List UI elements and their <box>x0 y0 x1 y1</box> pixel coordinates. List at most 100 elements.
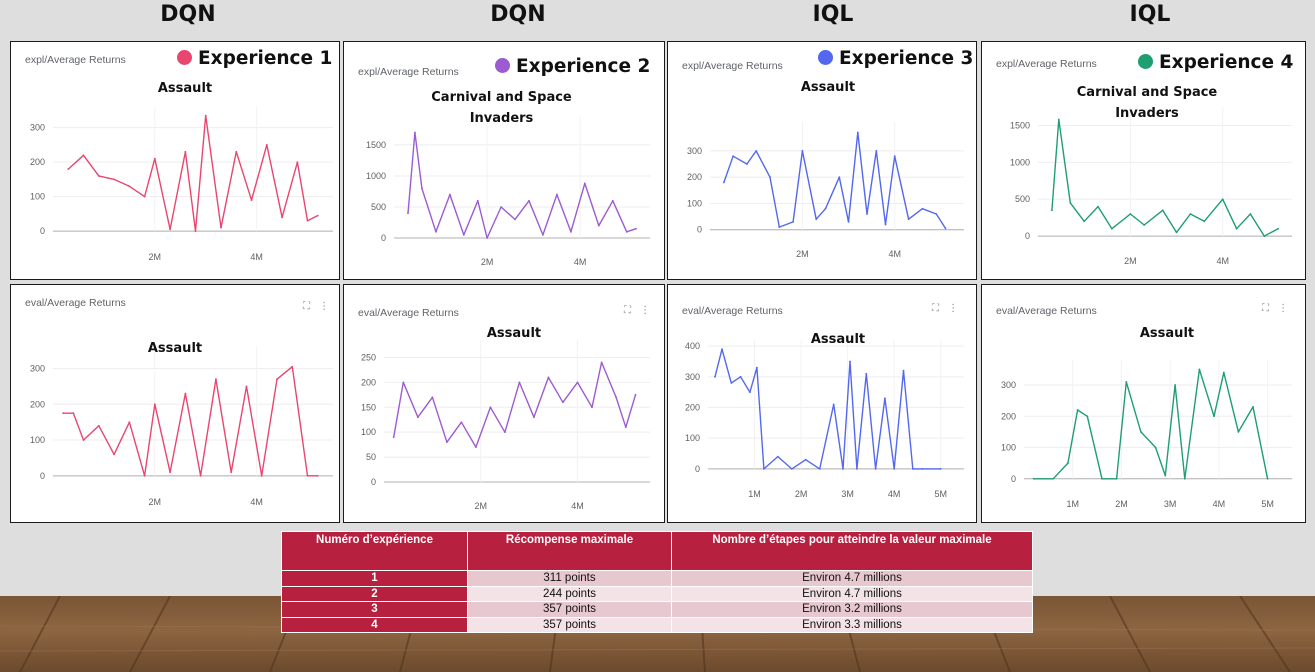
y-tick-label: 200 <box>685 403 700 413</box>
data-point <box>1143 224 1146 226</box>
cell-reward: 311 points <box>467 570 672 587</box>
y-tick-label: 200 <box>30 157 45 167</box>
data-point <box>316 214 319 217</box>
data-point <box>935 213 938 215</box>
data-point <box>220 226 222 229</box>
cell-steps: Environ 3.2 millions <box>671 601 1033 618</box>
data-point <box>184 150 187 153</box>
data-point <box>911 467 914 470</box>
env-label: Assault <box>800 80 856 95</box>
data-point <box>153 157 156 160</box>
data-point <box>431 396 434 399</box>
data-point <box>128 185 131 188</box>
data-point <box>1101 477 1103 480</box>
chart-panel-expl-4: 0 500 1000 1500 2M 4M expl/Average Returns Ex… <box>981 41 1306 280</box>
x-tick-label: 3M <box>1164 499 1177 509</box>
y-tick-label: 1000 <box>366 171 386 181</box>
data-point <box>1277 227 1280 230</box>
experience-text: Experience 1 <box>198 48 333 69</box>
data-point <box>528 199 530 202</box>
table-header-row: Numéro d’expérience Récompense maximale … <box>281 531 1033 571</box>
data-point <box>856 467 858 470</box>
data-point <box>1174 384 1176 386</box>
panel-title: expl/Average Returns <box>25 54 126 66</box>
cell-experience: 4 <box>281 616 468 633</box>
data-point <box>865 372 868 375</box>
experience-text: Experience 2 <box>516 56 651 77</box>
data-point <box>547 376 550 379</box>
panel-title: eval/Average Returns <box>25 297 126 309</box>
data-point <box>769 176 771 179</box>
data-point <box>1110 227 1113 230</box>
data-point <box>1221 198 1224 201</box>
data-point <box>296 161 299 164</box>
data-point <box>542 234 544 236</box>
x-tick-label: 4M <box>1213 499 1226 509</box>
data-point <box>732 155 734 158</box>
data-point <box>97 424 100 427</box>
panel-actions-icon[interactable]: ⛶ ⋮ <box>932 303 962 314</box>
x-tick-label: 2M <box>149 252 162 262</box>
data-point <box>260 474 263 477</box>
data-point <box>776 455 779 458</box>
data-point <box>842 467 844 470</box>
x-tick-label: 2M <box>149 497 162 507</box>
y-tick-label: 300 <box>685 372 700 382</box>
y-tick-label: 100 <box>30 435 45 445</box>
data-point <box>215 378 217 381</box>
data-point <box>847 220 850 223</box>
env-label: Assault <box>147 341 203 356</box>
experience-label: Experience 3 <box>818 48 973 69</box>
cell-steps: Environ 3.3 millions <box>671 616 1033 633</box>
data-point <box>600 361 603 364</box>
data-point <box>730 382 733 384</box>
data-point <box>722 181 725 184</box>
data-point <box>874 467 877 470</box>
y-tick-label: 200 <box>1001 411 1016 421</box>
data-point <box>576 381 579 384</box>
table-row: 2 244 points Environ 4.7 millions <box>281 585 1033 602</box>
data-point <box>1086 415 1089 418</box>
data-point <box>306 474 309 477</box>
data-point <box>67 168 70 170</box>
chart-svg: 0 50 100 150 200 250 2M 4M <box>361 340 650 511</box>
data-point <box>265 144 268 146</box>
y-tick-label: 100 <box>361 427 376 437</box>
chart-panel-expl-3: 0 100 200 300 2M 4M expl/Average Returns Expe… <box>667 41 977 280</box>
col-header-steps: Nombre d’étapes pour atteindre la valeur… <box>671 531 1033 571</box>
data-point <box>635 227 637 230</box>
data-point <box>634 393 637 396</box>
y-tick-label: 300 <box>687 146 702 156</box>
env-label: Carnival and Space Invaders <box>1076 85 1218 121</box>
panel-actions-icon[interactable]: ⛶ ⋮ <box>303 301 333 312</box>
data-point <box>533 416 535 419</box>
data-point <box>113 178 115 181</box>
data-point <box>804 458 807 461</box>
legend-dot-icon <box>818 50 833 65</box>
env-label: Assault <box>810 332 866 347</box>
y-tick-label: 0 <box>697 225 702 235</box>
series-line <box>1051 118 1279 237</box>
x-tick-label: 3M <box>841 489 854 499</box>
data-point <box>875 150 878 152</box>
table-row: 1 311 points Environ 4.7 millions <box>281 570 1033 587</box>
data-point <box>597 224 600 227</box>
data-point <box>1198 368 1201 371</box>
data-point <box>1213 415 1215 418</box>
panel-actions-icon[interactable]: ⛶ ⋮ <box>624 305 654 316</box>
y-tick-label: 0 <box>1011 474 1016 484</box>
experience-label: Experience 2 <box>495 56 650 77</box>
algo-header-1: DQN <box>160 2 216 27</box>
x-tick-label: 1M <box>1066 499 1079 509</box>
data-point <box>291 365 294 368</box>
data-point <box>421 187 423 190</box>
y-tick-label: 200 <box>687 172 702 182</box>
panel-actions-icon[interactable]: ⛶ ⋮ <box>1262 303 1292 314</box>
panel-title: expl/Average Returns <box>996 58 1097 70</box>
panel-title: expl/Average Returns <box>682 60 783 72</box>
data-point <box>1052 477 1055 480</box>
data-point <box>460 421 463 424</box>
x-tick-label: 5M <box>1261 499 1274 509</box>
data-point <box>445 441 448 444</box>
data-point <box>818 467 821 470</box>
